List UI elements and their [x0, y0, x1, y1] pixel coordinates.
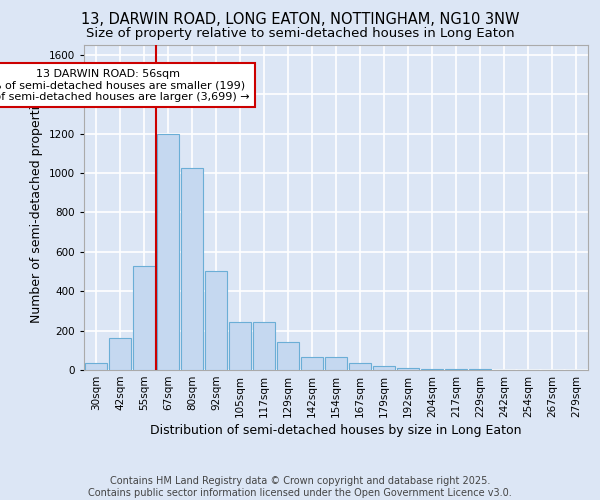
Bar	[325, 357, 347, 370]
Bar	[133, 266, 155, 370]
Bar	[157, 134, 179, 370]
Bar	[445, 369, 467, 370]
Bar	[373, 366, 395, 370]
Text: Size of property relative to semi-detached houses in Long Eaton: Size of property relative to semi-detach…	[86, 28, 514, 40]
Y-axis label: Number of semi-detached properties: Number of semi-detached properties	[30, 92, 43, 323]
Text: 13 DARWIN ROAD: 56sqm
← 5% of semi-detached houses are smaller (199)
94% of semi: 13 DARWIN ROAD: 56sqm ← 5% of semi-detac…	[0, 68, 250, 102]
Bar	[301, 357, 323, 370]
Bar	[253, 322, 275, 370]
Bar	[85, 363, 107, 370]
Bar	[397, 368, 419, 370]
Bar	[277, 342, 299, 370]
Text: Contains HM Land Registry data © Crown copyright and database right 2025.
Contai: Contains HM Land Registry data © Crown c…	[88, 476, 512, 498]
X-axis label: Distribution of semi-detached houses by size in Long Eaton: Distribution of semi-detached houses by …	[150, 424, 522, 437]
Bar	[109, 338, 131, 370]
Bar	[469, 369, 491, 370]
Bar	[205, 270, 227, 370]
Bar	[349, 363, 371, 370]
Bar	[181, 168, 203, 370]
Text: 13, DARWIN ROAD, LONG EATON, NOTTINGHAM, NG10 3NW: 13, DARWIN ROAD, LONG EATON, NOTTINGHAM,…	[81, 12, 519, 28]
Bar	[421, 369, 443, 370]
Bar	[229, 322, 251, 370]
